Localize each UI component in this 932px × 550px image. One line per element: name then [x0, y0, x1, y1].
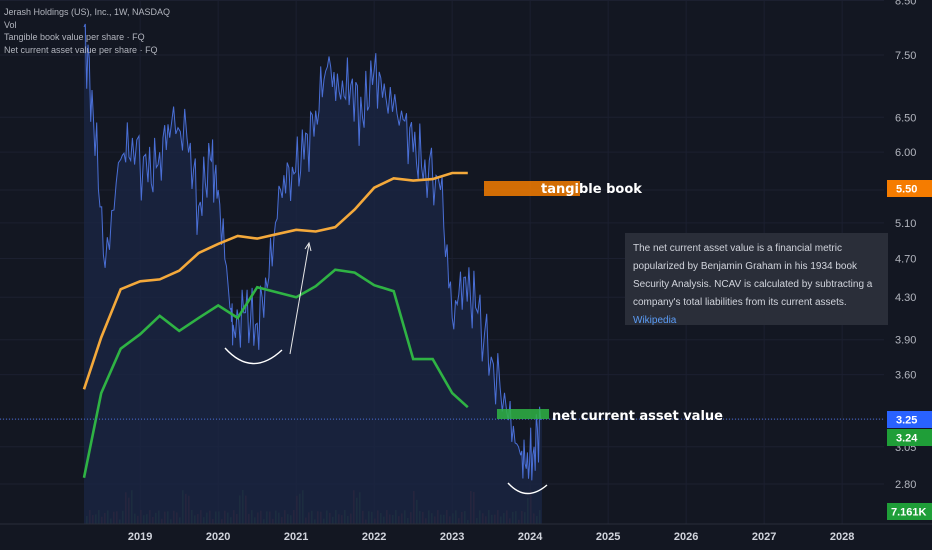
price-area-fill	[84, 24, 542, 524]
y-tick-label: 6.00	[895, 147, 916, 159]
arrow-drawing-2021	[289, 243, 310, 355]
volume-badge	[887, 503, 932, 520]
tangible-book-highlight	[484, 181, 580, 196]
ncav-highlight	[497, 409, 549, 419]
volume-badge-label: 7.161K	[891, 507, 927, 519]
ncav-legend[interactable]: Net current asset value per share · FQ	[4, 44, 158, 55]
tangible-book-annotation: tangible book	[541, 182, 642, 197]
tangible-book-value-line	[82, 171, 468, 390]
price-badge-label: 3.25	[896, 415, 917, 427]
x-tick-label: 2028	[830, 531, 854, 543]
ncav-annotation: net current asset value	[552, 409, 723, 424]
smile-drawing-2024	[507, 482, 548, 495]
x-tick-label: 2024	[518, 531, 543, 543]
x-axis[interactable]: 2019 2020 2021 2022 2023 2024 2025 2026 2027 2028	[0, 523, 932, 543]
y-tick-label: 3.90	[895, 335, 916, 347]
y-tick-label: 4.70	[895, 253, 916, 265]
x-tick-label: 2027	[752, 531, 776, 543]
y-tick-label: 5.10	[895, 218, 916, 230]
x-tick-label: 2022	[362, 531, 386, 543]
x-tick-label: 2019	[128, 531, 152, 543]
tbv-legend[interactable]: Tangible book value per share · FQ	[4, 32, 145, 42]
ncav-badge	[887, 429, 932, 446]
smile-drawing-2020	[224, 347, 283, 365]
ncav-info-box: The net current asset value is a financi…	[625, 233, 888, 326]
y-tick-label: 4.30	[895, 292, 916, 304]
net-current-asset-value-line	[82, 268, 469, 479]
x-tick-label: 2023	[440, 531, 464, 543]
symbol-title[interactable]: Jerash Holdings (US), Inc., 1W, NASDAQ	[4, 7, 171, 17]
wikipedia-link[interactable]: Wikipedia	[633, 315, 677, 326]
y-tick-label: 7.50	[895, 50, 916, 62]
info-box-text: The net current asset value is a financi…	[633, 243, 873, 308]
price-line	[83, 23, 542, 481]
y-tick-label: 2.80	[895, 479, 916, 491]
arrow-head	[304, 241, 312, 252]
ncav-badge-label: 3.24	[896, 433, 918, 445]
x-tick-label: 2020	[206, 531, 230, 543]
tbv-badge	[887, 180, 932, 197]
y-tick-label: 8.50	[895, 0, 916, 8]
x-tick-label: 2025	[596, 531, 620, 543]
y-tick-label: 6.50	[895, 112, 916, 124]
chart-legend: Jerash Holdings (US), Inc., 1W, NASDAQ V…	[4, 6, 170, 56]
x-tick-label: 2021	[284, 531, 308, 543]
vol-legend[interactable]: Vol	[4, 19, 17, 30]
tbv-badge-label: 5.50	[896, 184, 917, 196]
y-tick-label: 3.60	[895, 370, 916, 382]
x-tick-label: 2026	[674, 531, 698, 543]
price-badge	[887, 411, 932, 428]
